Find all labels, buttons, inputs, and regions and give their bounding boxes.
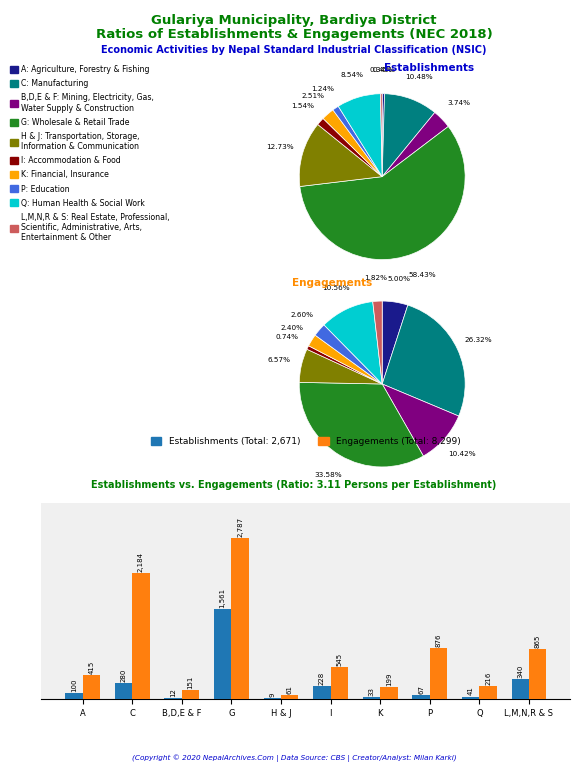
Wedge shape bbox=[324, 302, 382, 384]
Text: 2.40%: 2.40% bbox=[280, 325, 303, 331]
Text: 12: 12 bbox=[170, 688, 176, 697]
Text: 0.34%: 0.34% bbox=[370, 68, 393, 74]
Wedge shape bbox=[299, 382, 423, 467]
Text: 58.43%: 58.43% bbox=[408, 272, 436, 278]
Text: Establishments: Establishments bbox=[384, 63, 475, 73]
Text: 41: 41 bbox=[467, 687, 474, 696]
Bar bbox=[430, 648, 447, 699]
Text: 2.51%: 2.51% bbox=[301, 94, 324, 99]
Wedge shape bbox=[382, 112, 448, 177]
Wedge shape bbox=[318, 118, 382, 177]
Bar bbox=[529, 649, 546, 699]
Text: 199: 199 bbox=[386, 673, 392, 687]
Text: 340: 340 bbox=[517, 665, 523, 678]
Bar bbox=[330, 667, 348, 699]
Wedge shape bbox=[382, 94, 385, 177]
Text: 61: 61 bbox=[286, 685, 293, 694]
Bar bbox=[65, 693, 82, 699]
Legend: A: Agriculture, Forestry & Fishing, C: Manufacturing, B,D,E & F: Mining, Electri: A: Agriculture, Forestry & Fishing, C: M… bbox=[10, 65, 170, 243]
Wedge shape bbox=[307, 346, 382, 384]
Text: 415: 415 bbox=[88, 660, 94, 674]
Text: 2,787: 2,787 bbox=[237, 517, 243, 538]
Text: 6.57%: 6.57% bbox=[267, 357, 290, 363]
Text: 545: 545 bbox=[336, 654, 342, 667]
Text: Establishments vs. Engagements (Ratio: 3.11 Persons per Establishment): Establishments vs. Engagements (Ratio: 3… bbox=[91, 480, 497, 490]
Wedge shape bbox=[380, 94, 382, 177]
Text: (Copyright © 2020 NepalArchives.Com | Data Source: CBS | Creator/Analyst: Milan : (Copyright © 2020 NepalArchives.Com | Da… bbox=[132, 754, 456, 762]
Bar bbox=[380, 687, 397, 699]
Text: 8.54%: 8.54% bbox=[340, 72, 363, 78]
Wedge shape bbox=[300, 127, 465, 260]
Text: 865: 865 bbox=[534, 634, 540, 648]
Wedge shape bbox=[315, 325, 382, 384]
Wedge shape bbox=[309, 335, 382, 384]
Text: 0.74%: 0.74% bbox=[275, 334, 298, 340]
Text: 9: 9 bbox=[269, 693, 275, 697]
Text: Engagements: Engagements bbox=[292, 278, 372, 288]
Text: Economic Activities by Nepal Standard Industrial Classification (NSIC): Economic Activities by Nepal Standard In… bbox=[101, 45, 487, 55]
Text: 1.24%: 1.24% bbox=[311, 86, 334, 92]
Text: 0.45%: 0.45% bbox=[372, 68, 395, 74]
Bar bbox=[281, 695, 298, 699]
Text: 1.82%: 1.82% bbox=[365, 275, 387, 281]
Text: 1,561: 1,561 bbox=[220, 588, 226, 608]
Text: 33: 33 bbox=[369, 687, 375, 696]
Legend: Establishments (Total: 2,671), Engagements (Total: 8,299): Establishments (Total: 2,671), Engagemen… bbox=[147, 433, 465, 449]
Text: 228: 228 bbox=[319, 671, 325, 685]
Wedge shape bbox=[299, 124, 382, 187]
Text: 3.74%: 3.74% bbox=[447, 100, 470, 106]
Text: 1.54%: 1.54% bbox=[292, 103, 315, 109]
Text: 10.42%: 10.42% bbox=[448, 452, 476, 457]
Wedge shape bbox=[323, 110, 382, 177]
Bar bbox=[479, 687, 497, 699]
Bar bbox=[214, 609, 231, 699]
Text: 10.56%: 10.56% bbox=[323, 285, 350, 291]
Bar bbox=[115, 683, 132, 699]
Bar bbox=[462, 697, 479, 699]
Wedge shape bbox=[338, 94, 382, 177]
Wedge shape bbox=[299, 349, 382, 384]
Text: 100: 100 bbox=[71, 679, 77, 692]
Text: Gulariya Municipality, Bardiya District: Gulariya Municipality, Bardiya District bbox=[151, 14, 437, 27]
Text: 2.60%: 2.60% bbox=[290, 312, 313, 318]
Text: 876: 876 bbox=[436, 634, 442, 647]
Bar bbox=[82, 675, 100, 699]
Text: Ratios of Establishments & Engagements (NEC 2018): Ratios of Establishments & Engagements (… bbox=[96, 28, 492, 41]
Text: 10.48%: 10.48% bbox=[406, 74, 433, 80]
Wedge shape bbox=[382, 305, 465, 416]
Text: 2,184: 2,184 bbox=[138, 552, 144, 572]
Text: 280: 280 bbox=[121, 668, 126, 682]
Wedge shape bbox=[373, 301, 382, 384]
Text: 67: 67 bbox=[418, 685, 424, 694]
Bar bbox=[231, 538, 249, 699]
Wedge shape bbox=[333, 106, 382, 177]
Bar bbox=[512, 679, 529, 699]
Bar bbox=[182, 690, 199, 699]
Text: 12.73%: 12.73% bbox=[266, 144, 294, 151]
Text: 216: 216 bbox=[485, 672, 491, 685]
Text: 5.00%: 5.00% bbox=[387, 276, 410, 282]
Wedge shape bbox=[382, 94, 435, 177]
Bar bbox=[132, 573, 149, 699]
Text: 151: 151 bbox=[188, 676, 193, 689]
Bar bbox=[363, 697, 380, 699]
Wedge shape bbox=[382, 301, 408, 384]
Wedge shape bbox=[382, 384, 459, 456]
Text: 33.58%: 33.58% bbox=[314, 472, 342, 478]
Text: 26.32%: 26.32% bbox=[465, 336, 493, 343]
Bar bbox=[412, 695, 430, 699]
Bar bbox=[313, 686, 330, 699]
